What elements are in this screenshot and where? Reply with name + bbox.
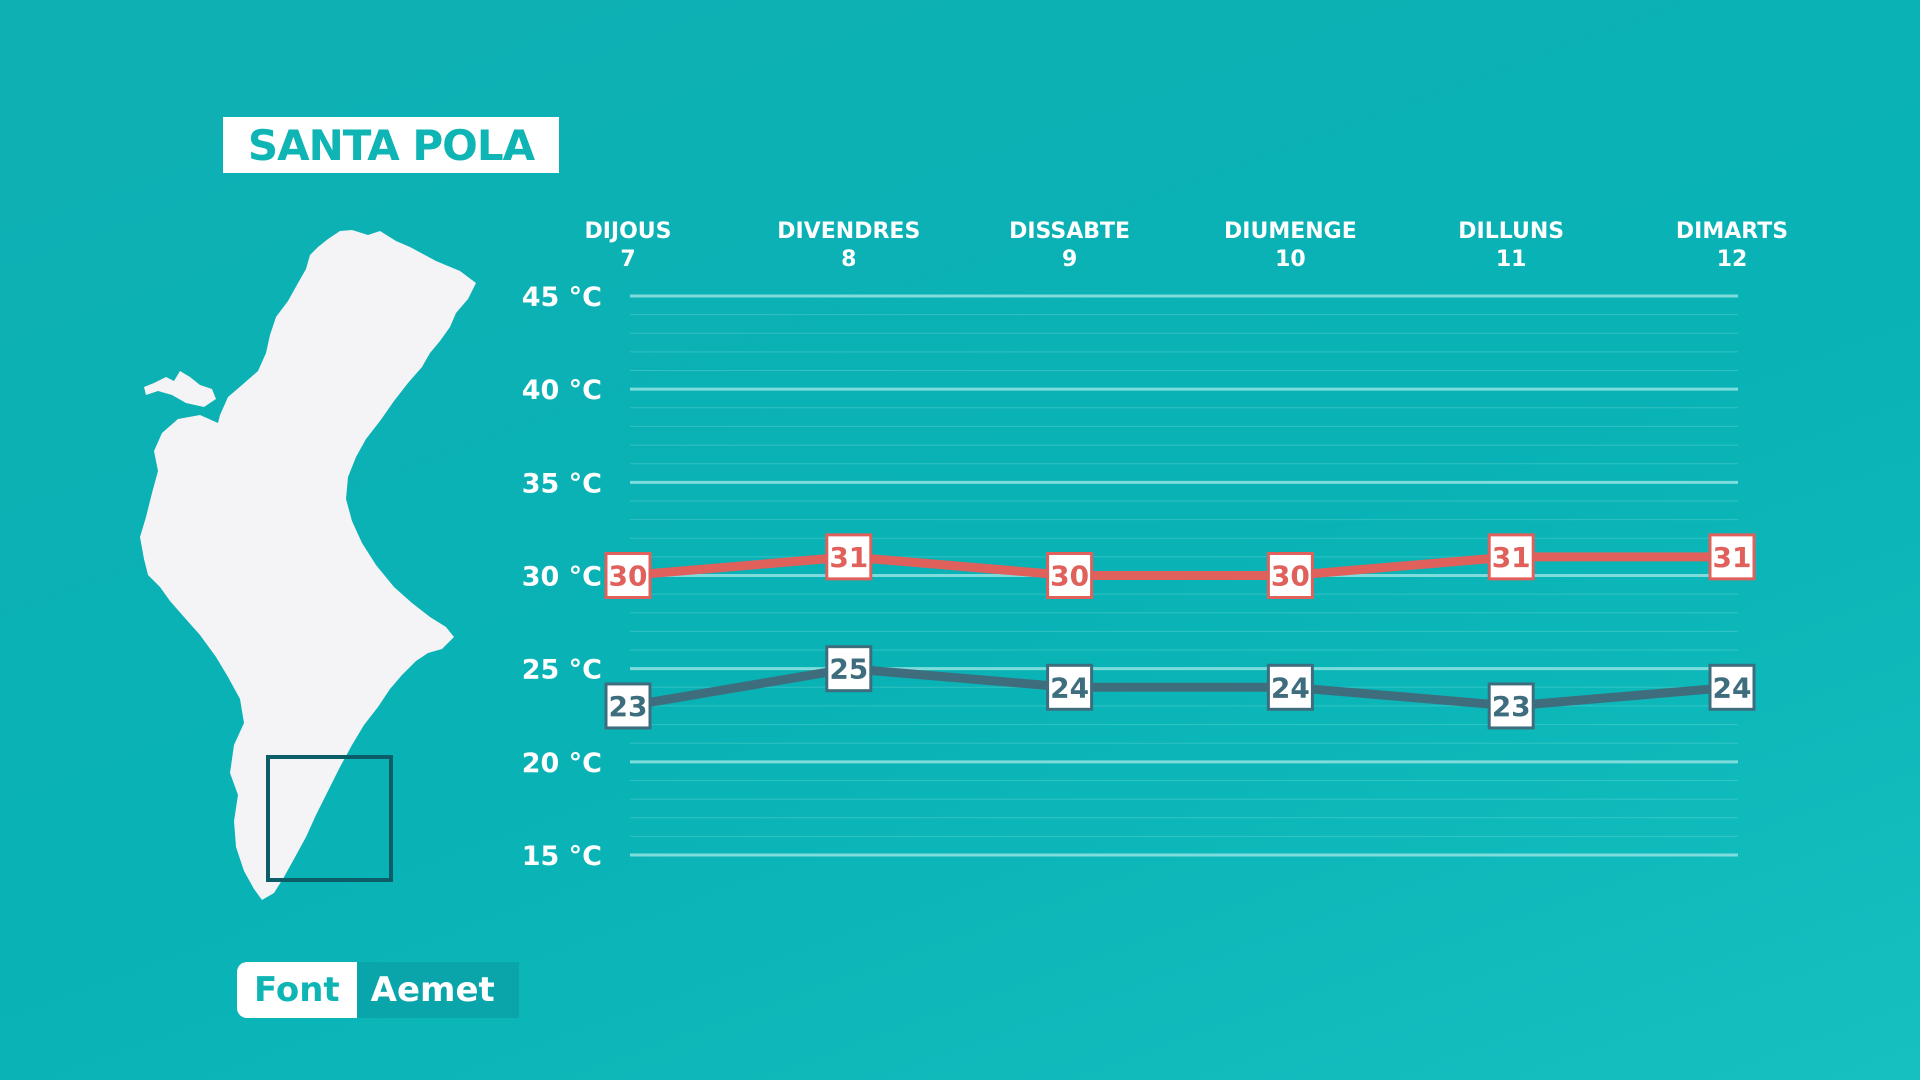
day-date-label: 12 <box>1717 247 1748 272</box>
series-line-min <box>627 664 1733 711</box>
data-label-max: 31 <box>1713 541 1752 574</box>
y-tick-label: 20 °C <box>522 748 602 779</box>
valencian-community-map-icon <box>140 230 476 900</box>
day-name-label: DISSABTE <box>1009 219 1130 244</box>
data-label-max: 30 <box>1271 560 1310 593</box>
data-label-min: 24 <box>1050 671 1089 704</box>
data-label-min: 25 <box>829 653 868 686</box>
data-point-min <box>1708 663 1756 711</box>
location-title-text: SANTA POLA <box>247 120 535 170</box>
day-name-label: DIUMENGE <box>1224 219 1357 244</box>
data-point-max <box>1046 552 1094 599</box>
day-name-label: DIJOUS <box>584 219 671 244</box>
day-name-label: DIVENDRES <box>777 219 920 244</box>
y-tick-label: 25 °C <box>522 655 602 686</box>
day-date-label: 8 <box>841 247 856 272</box>
location-title: SANTA POLA <box>223 117 559 173</box>
y-tick-label: 30 °C <box>522 562 602 593</box>
source-label: Font <box>237 962 357 1018</box>
region-shape <box>140 230 476 900</box>
region-shape-north-bump <box>322 263 340 281</box>
enclave-shape <box>144 371 216 407</box>
data-label-max: 30 <box>609 560 648 593</box>
day-date-label: 10 <box>1275 247 1306 272</box>
data-point-max <box>1266 552 1314 599</box>
highlight-box <box>266 755 393 882</box>
data-label-max: 31 <box>829 541 868 574</box>
series-line-max <box>627 552 1732 580</box>
data-point-max <box>604 552 652 599</box>
data-point-min <box>1046 663 1094 711</box>
data-label-min: 23 <box>609 690 648 723</box>
source-badge: Font Aemet <box>237 962 519 1018</box>
source-value: Aemet <box>356 962 519 1018</box>
day-date-label: 9 <box>1062 247 1077 272</box>
data-label-max: 30 <box>1050 560 1089 593</box>
day-date-label: 11 <box>1496 247 1527 272</box>
data-point-max <box>825 533 873 581</box>
data-label-min: 24 <box>1713 671 1752 704</box>
data-point-min <box>825 645 873 693</box>
data-point-max <box>1487 533 1535 581</box>
data-point-max <box>1708 533 1756 581</box>
day-date-label: 7 <box>620 247 635 272</box>
day-name-label: DILLUNS <box>1458 219 1564 244</box>
data-label-min: 24 <box>1271 671 1310 704</box>
y-tick-label: 45 °C <box>522 282 602 313</box>
y-tick-label: 40 °C <box>522 375 602 406</box>
data-point-min <box>1266 663 1314 711</box>
y-tick-label: 35 °C <box>522 468 602 499</box>
day-name-label: DIMARTS <box>1676 219 1788 244</box>
data-label-min: 23 <box>1492 690 1531 723</box>
data-point-min <box>1487 682 1535 730</box>
data-label-max: 31 <box>1492 541 1531 574</box>
y-tick-label: 15 °C <box>522 841 602 872</box>
data-point-min <box>604 682 652 730</box>
